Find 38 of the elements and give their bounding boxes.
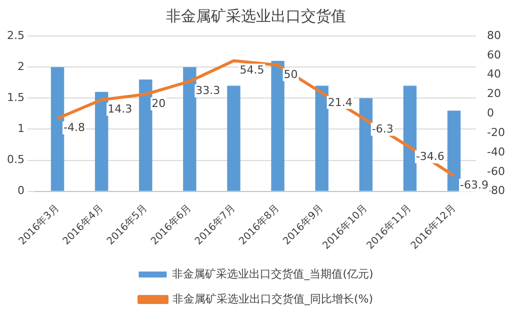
y-tick-label: 1.5 xyxy=(6,91,24,104)
data-label: 21.4 xyxy=(328,96,352,109)
y2-tick-label: 20 xyxy=(487,87,502,100)
bar xyxy=(94,92,108,191)
bar xyxy=(139,80,152,191)
data-label: -63.9 xyxy=(460,178,488,192)
y2-tick-label: -60 xyxy=(487,164,505,178)
data-label: 14.3 xyxy=(108,102,132,116)
data-label: -34.6 xyxy=(416,150,444,164)
chart-title: 非金属矿采选业出口交货值 xyxy=(166,6,346,25)
bar xyxy=(271,60,284,191)
y2-tick-label: 60 xyxy=(487,48,502,62)
data-label: -4.8 xyxy=(64,121,85,134)
legend-label: 非金属矿采选业出口交货值_当期值(亿元) xyxy=(172,267,374,280)
data-label: -6.3 xyxy=(372,122,394,136)
y2-tick-label: 40 xyxy=(487,68,502,81)
bar xyxy=(359,98,373,191)
y-tick-label: 0.5 xyxy=(6,153,24,166)
y2-tick-label: -80 xyxy=(487,184,505,198)
bar xyxy=(403,86,417,191)
bar xyxy=(227,86,240,191)
data-label: 50 xyxy=(284,68,298,81)
legend-label: 非金属矿采选业出口交货值_同比增长(%) xyxy=(172,292,374,306)
y-tick-label: 2.5 xyxy=(6,28,24,42)
data-label: 20 xyxy=(152,97,166,110)
bar xyxy=(50,67,64,191)
bar xyxy=(183,67,196,191)
y2-tick-label: 80 xyxy=(487,28,502,42)
y2-tick-label: -20 xyxy=(487,126,505,139)
y-tick-label: 1 xyxy=(17,122,24,136)
y2-tick-label: 0 xyxy=(487,106,494,120)
y-tick-label: 2 xyxy=(17,60,24,73)
bar xyxy=(447,110,461,191)
data-label: 33.3 xyxy=(196,84,220,98)
bar xyxy=(315,86,328,191)
y2-tick-label: -40 xyxy=(487,145,505,158)
y-tick-label: 0 xyxy=(17,184,24,198)
data-label: 54.5 xyxy=(240,64,264,77)
